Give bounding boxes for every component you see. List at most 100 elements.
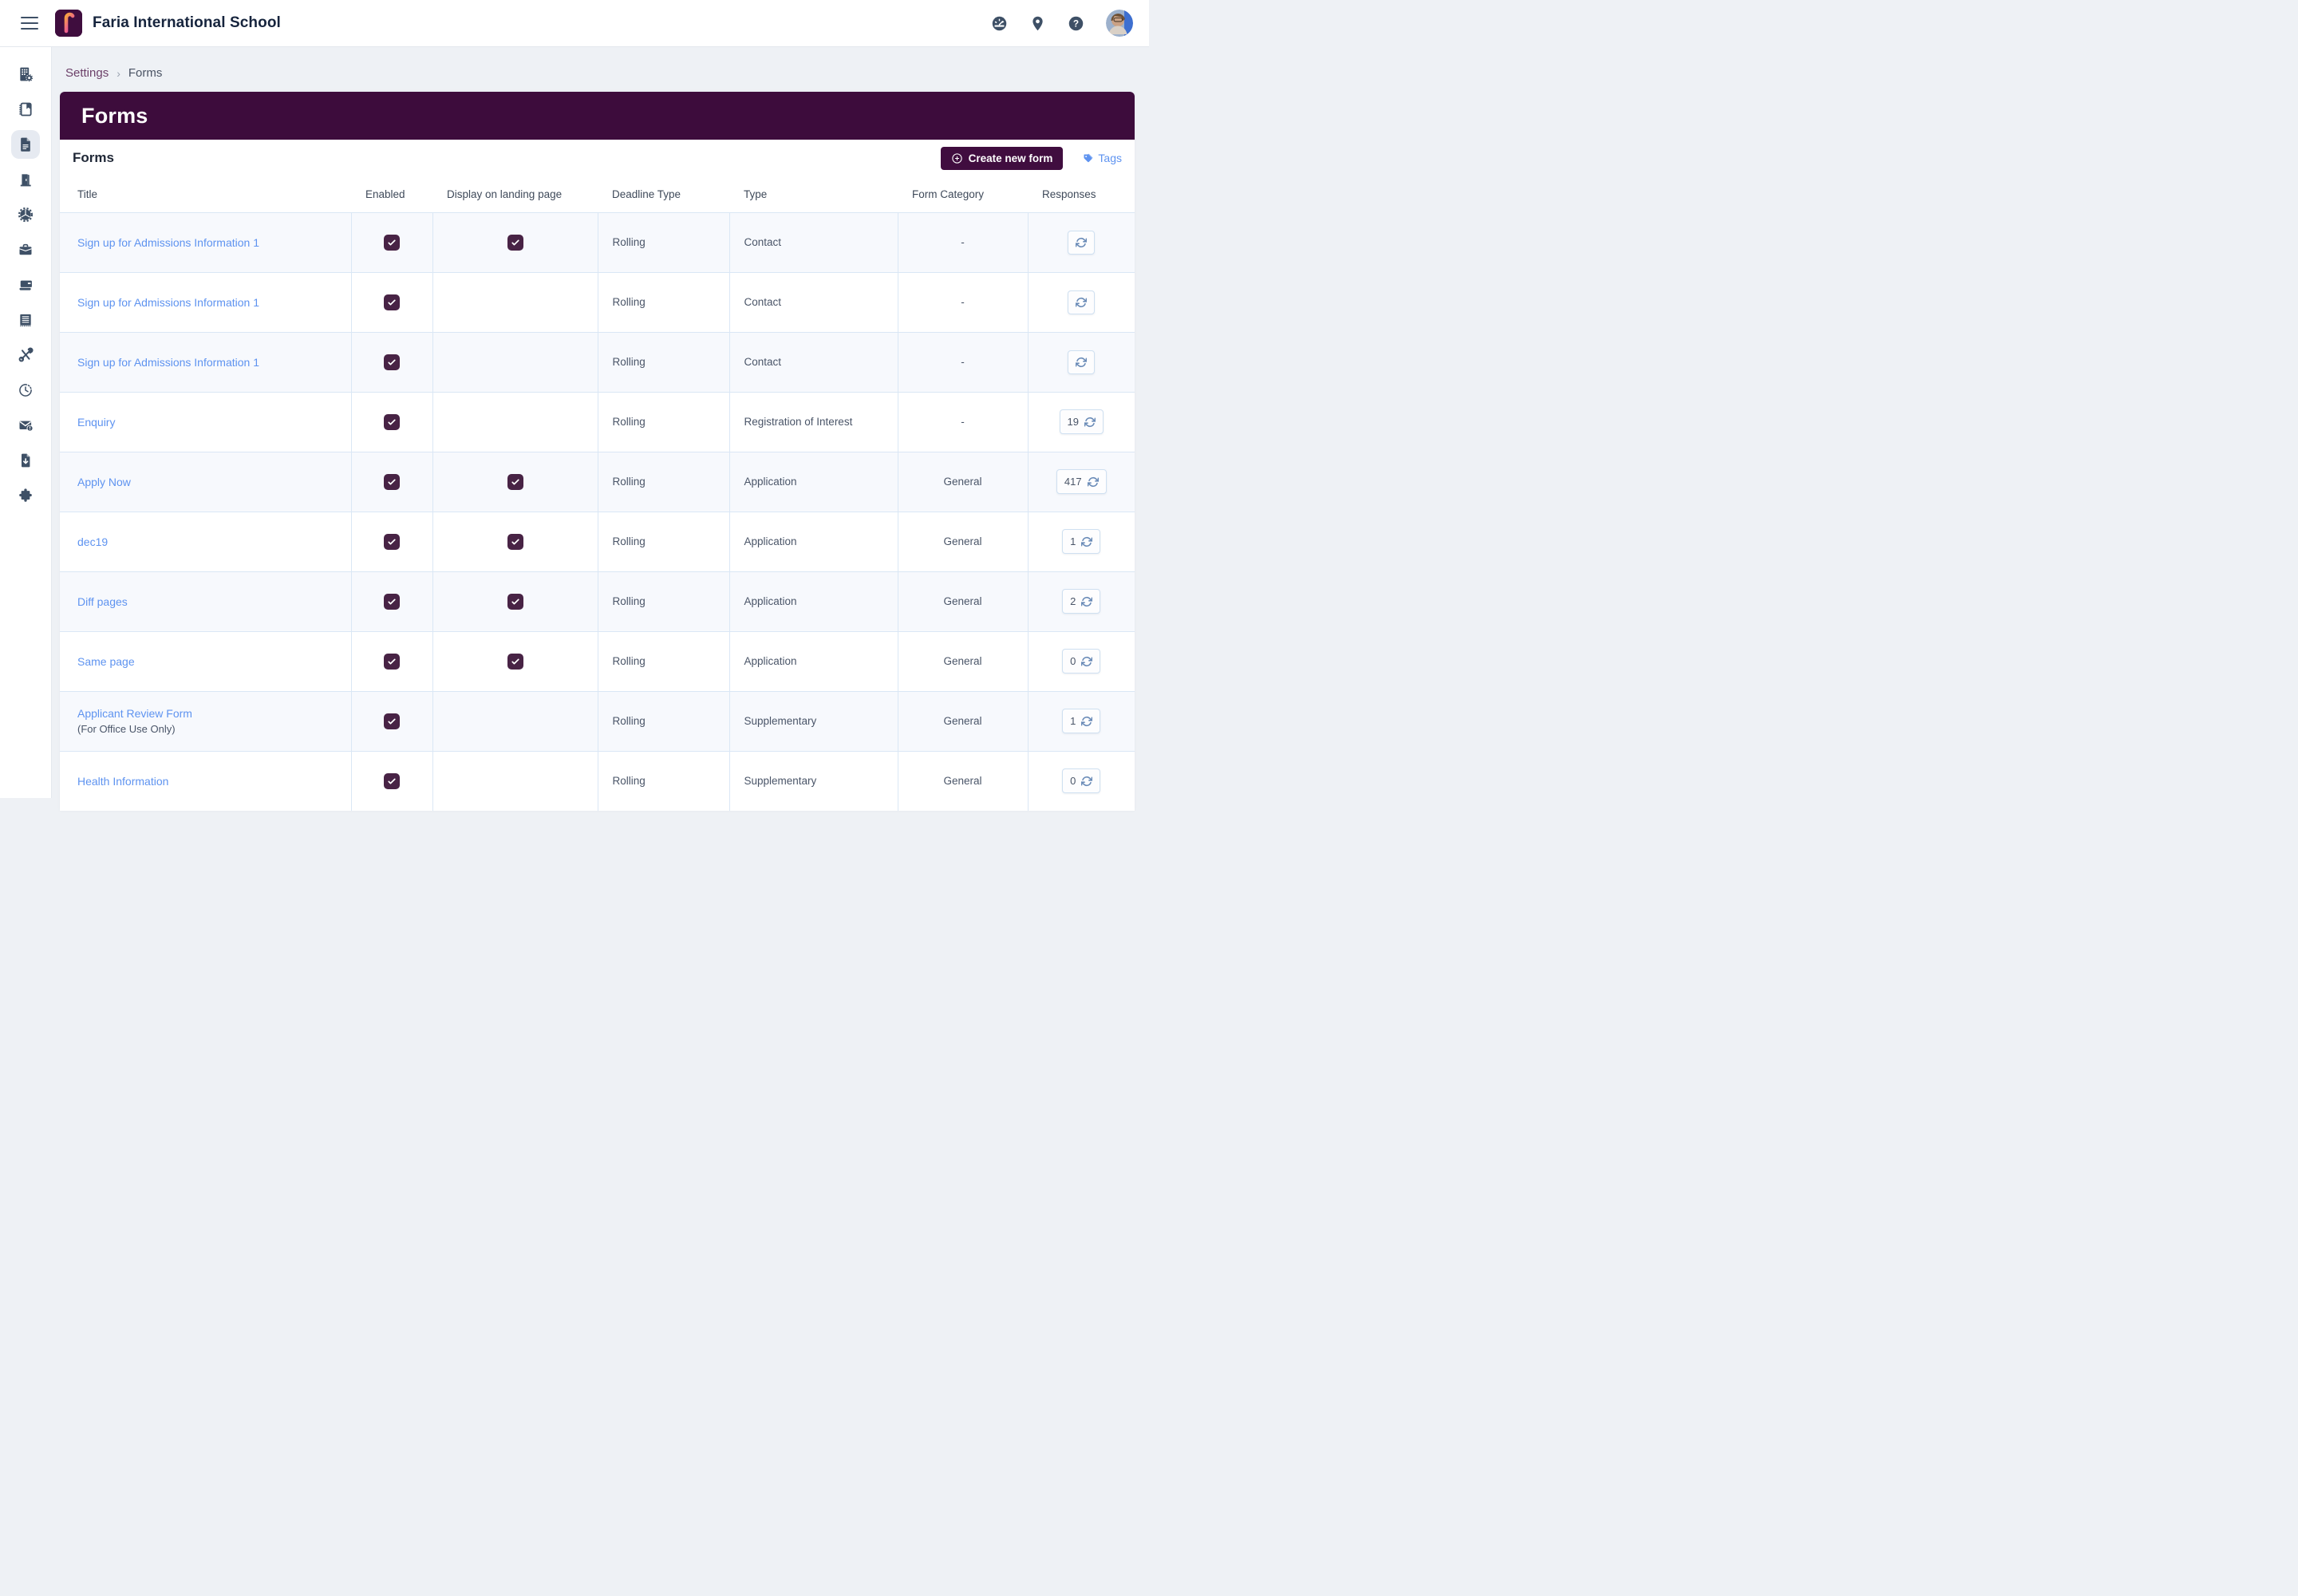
enabled-cell (350, 511, 432, 571)
sidebar-item-directory[interactable] (11, 95, 40, 124)
enabled-checkbox[interactable] (384, 294, 400, 310)
sidebar-item-exports[interactable] (11, 446, 40, 475)
type-cell: Contact (728, 211, 898, 272)
form-title-link[interactable]: dec19 (77, 535, 109, 548)
landing-page-checkbox[interactable] (507, 653, 523, 670)
type-cell: Supplementary (728, 750, 898, 811)
form-title-link[interactable]: Sign up for Admissions Information 1 (77, 295, 260, 309)
deadline-type-cell: Rolling (597, 331, 729, 392)
form-title-link[interactable]: Same page (77, 654, 135, 668)
credit-card-icon (18, 277, 34, 293)
form-title-link[interactable]: Sign up for Admissions Information 1 (77, 235, 260, 249)
form-title-cell: Health Information (60, 750, 351, 811)
form-title-link[interactable]: Health Information (77, 774, 169, 788)
responses-refresh-button[interactable]: 417 (1056, 469, 1107, 494)
responses-refresh-button[interactable]: 1 (1062, 709, 1101, 733)
responses-count: 417 (1064, 476, 1082, 488)
sidebar-item-messages[interactable] (11, 411, 40, 440)
breadcrumb-separator-icon: › (116, 66, 120, 80)
deadline-type-cell: Rolling (597, 750, 729, 811)
enabled-checkbox[interactable] (384, 653, 400, 670)
file-download-icon (18, 452, 34, 468)
form-title-link[interactable]: Applicant Review Form (77, 707, 192, 720)
location-pin-button[interactable] (1029, 15, 1046, 32)
sidebar-item-news[interactable] (11, 306, 40, 334)
responses-cell: 0 (1027, 750, 1135, 811)
table-row: Same page Rolling Application General 0 (60, 630, 1135, 691)
enabled-checkbox[interactable] (384, 593, 400, 610)
create-new-form-button[interactable]: Create new form (940, 146, 1064, 170)
responses-refresh-button[interactable] (1068, 350, 1096, 374)
breadcrumb-current: Forms (128, 66, 163, 80)
puzzle-icon (18, 488, 34, 504)
form-title-link[interactable]: Diff pages (77, 595, 128, 608)
responses-count: 1 (1070, 715, 1076, 727)
landing-page-cell (432, 451, 598, 512)
deadline-type-cell: Rolling (597, 511, 729, 571)
enabled-checkbox[interactable] (384, 473, 400, 490)
sidebar-item-payments[interactable] (11, 271, 40, 299)
enabled-checkbox[interactable] (384, 354, 400, 370)
sidebar-item-tools[interactable] (11, 341, 40, 369)
sidebar-item-history[interactable] (11, 376, 40, 405)
breadcrumb-settings-link[interactable]: Settings (65, 66, 109, 80)
responses-refresh-button[interactable]: 1 (1062, 529, 1101, 554)
enabled-cell (350, 211, 432, 272)
location-pin-icon (1029, 15, 1046, 32)
user-avatar[interactable] (1106, 10, 1133, 37)
section-actions: Create new form Tags (940, 146, 1122, 170)
landing-page-checkbox[interactable] (507, 473, 523, 490)
enabled-checkbox[interactable] (384, 713, 400, 729)
enabled-checkbox[interactable] (384, 533, 400, 550)
col-header-form-category: Form Category (912, 188, 985, 200)
form-title-link[interactable]: Apply Now (77, 475, 131, 488)
col-header-deadline-type: Deadline Type (612, 188, 681, 200)
form-title-cell: Applicant Review Form (For Office Use Onl… (60, 690, 351, 751)
gear-pie-icon (18, 207, 34, 223)
form-title-link[interactable]: Enquiry (77, 415, 116, 429)
refresh-icon (1081, 656, 1093, 667)
landing-page-checkbox[interactable] (507, 533, 523, 550)
responses-refresh-button[interactable] (1068, 290, 1096, 314)
responses-cell (1027, 271, 1135, 332)
enabled-checkbox[interactable] (384, 413, 400, 430)
responses-refresh-button[interactable]: 0 (1062, 768, 1101, 794)
sidebar-item-school[interactable] (11, 60, 40, 89)
responses-refresh-button[interactable]: 2 (1062, 589, 1101, 614)
landing-page-checkbox[interactable] (507, 234, 523, 251)
dashboard-gauge-button[interactable] (991, 15, 1008, 32)
help-button[interactable]: ? (1068, 15, 1084, 32)
form-subtitle: (For Office Use Only) (77, 723, 176, 735)
form-title-link[interactable]: Sign up for Admissions Information 1 (77, 355, 260, 369)
main-content: Settings › Forms Forms Forms Create new … (52, 47, 1149, 811)
form-title-cell: Diff pages (60, 571, 351, 631)
col-header-display-on-landing-page: Display on landing page (447, 188, 563, 200)
refresh-icon (1087, 476, 1099, 488)
deadline-type-cell: Rolling (597, 391, 729, 452)
tags-link[interactable]: Tags (1082, 152, 1122, 164)
sidebar-item-workflow[interactable] (11, 235, 40, 264)
landing-page-cell (432, 630, 598, 691)
sidebar-item-settings[interactable] (11, 200, 40, 229)
type-cell: Registration of Interest (728, 391, 898, 452)
type-cell: Application (728, 571, 898, 631)
dashboard-gauge-icon (991, 15, 1008, 32)
tag-icon (1082, 152, 1094, 164)
faria-logo (55, 10, 82, 37)
responses-refresh-button[interactable]: 19 (1059, 409, 1104, 434)
responses-refresh-button[interactable]: 0 (1062, 649, 1101, 674)
landing-page-checkbox[interactable] (507, 593, 523, 610)
deadline-type-cell: Rolling (597, 690, 729, 751)
enabled-cell (350, 630, 432, 691)
menu-hamburger-button[interactable] (21, 17, 38, 30)
enabled-cell (350, 271, 432, 332)
sidebar-item-integrations[interactable] (11, 481, 40, 510)
responses-refresh-button[interactable] (1068, 230, 1096, 255)
responses-cell: 0 (1027, 630, 1135, 691)
sidebar-item-admissions[interactable] (11, 165, 40, 194)
sidebar-item-forms[interactable] (11, 130, 40, 159)
form-category-cell: General (897, 690, 1028, 751)
enabled-checkbox[interactable] (384, 234, 400, 251)
enabled-checkbox[interactable] (384, 772, 400, 789)
landing-page-cell (432, 331, 598, 392)
